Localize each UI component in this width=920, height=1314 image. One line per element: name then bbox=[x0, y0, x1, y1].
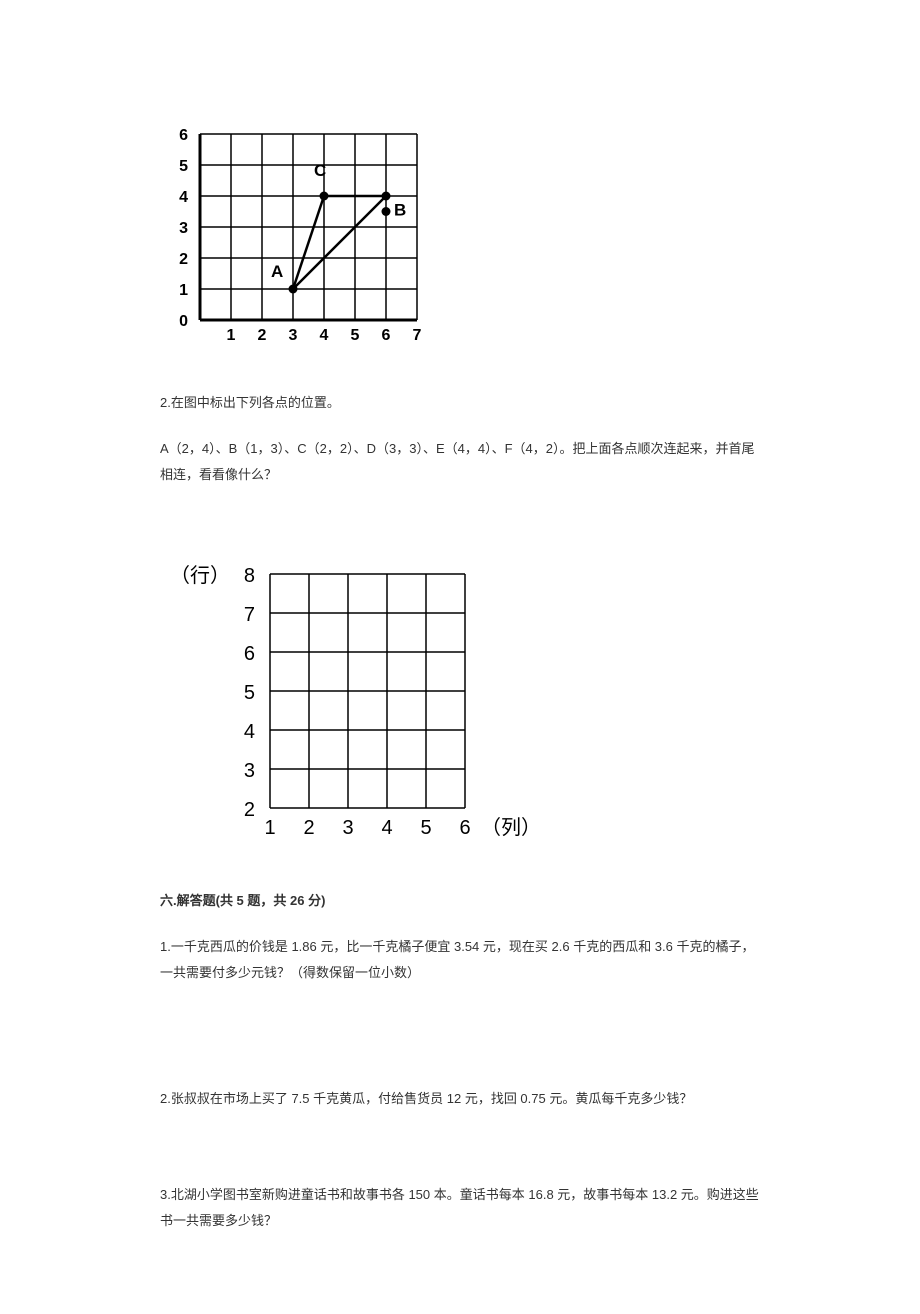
svg-text:4: 4 bbox=[244, 721, 255, 743]
svg-text:4: 4 bbox=[381, 817, 392, 839]
svg-text:0: 0 bbox=[179, 313, 188, 330]
svg-text:C: C bbox=[314, 161, 326, 180]
svg-text:5: 5 bbox=[351, 327, 360, 344]
question-2-points: A（2，4）、B（1，3）、C（2，2）、D（3，3）、E（4，4）、F（4，2… bbox=[160, 436, 760, 488]
svg-text:6: 6 bbox=[459, 817, 470, 839]
svg-text:2: 2 bbox=[303, 817, 314, 839]
svg-text:1: 1 bbox=[227, 327, 236, 344]
svg-text:A: A bbox=[271, 262, 283, 281]
svg-text:6: 6 bbox=[382, 327, 391, 344]
coordinate-chart-2: （行）2345678123456（列） bbox=[160, 518, 760, 848]
svg-text:4: 4 bbox=[179, 189, 188, 206]
svg-text:6: 6 bbox=[179, 127, 188, 144]
svg-text:3: 3 bbox=[289, 327, 298, 344]
svg-text:5: 5 bbox=[179, 158, 188, 175]
svg-text:1: 1 bbox=[179, 282, 188, 299]
svg-text:2: 2 bbox=[258, 327, 267, 344]
svg-text:3: 3 bbox=[244, 760, 255, 782]
svg-text:（列）: （列） bbox=[481, 816, 541, 839]
coordinate-chart-1: 0 1 2 3 4 5 6 1 2 3 4 5 6 7 A C B bbox=[160, 120, 760, 350]
svg-text:1: 1 bbox=[264, 817, 275, 839]
svg-text:B: B bbox=[394, 201, 406, 220]
svg-text:3: 3 bbox=[179, 220, 188, 237]
svg-text:6: 6 bbox=[244, 643, 255, 665]
answer-space-1 bbox=[160, 1006, 760, 1086]
section-6-q3: 3.北湖小学图书室新购进童话书和故事书各 150 本。童话书每本 16.8 元，… bbox=[160, 1182, 760, 1234]
svg-text:5: 5 bbox=[244, 682, 255, 704]
svg-text:8: 8 bbox=[244, 565, 255, 587]
svg-text:7: 7 bbox=[413, 327, 422, 344]
section-6-q2: 2.张叔叔在市场上买了 7.5 千克黄瓜，付给售货员 12 元，找回 0.75 … bbox=[160, 1086, 760, 1112]
svg-text:2: 2 bbox=[244, 799, 255, 821]
svg-text:4: 4 bbox=[320, 327, 329, 344]
svg-text:3: 3 bbox=[342, 817, 353, 839]
svg-text:2: 2 bbox=[179, 251, 188, 268]
question-2-intro: 2.在图中标出下列各点的位置。 bbox=[160, 390, 760, 416]
section-6-q1: 1.一千克西瓜的价钱是 1.86 元，比一千克橘子便宜 3.54 元，现在买 2… bbox=[160, 934, 760, 986]
svg-text:7: 7 bbox=[244, 604, 255, 626]
svg-text:5: 5 bbox=[420, 817, 431, 839]
svg-text:（行）: （行） bbox=[170, 564, 230, 587]
section-6-title: 六.解答题(共 5 题，共 26 分) bbox=[160, 888, 760, 914]
answer-space-2 bbox=[160, 1132, 760, 1182]
